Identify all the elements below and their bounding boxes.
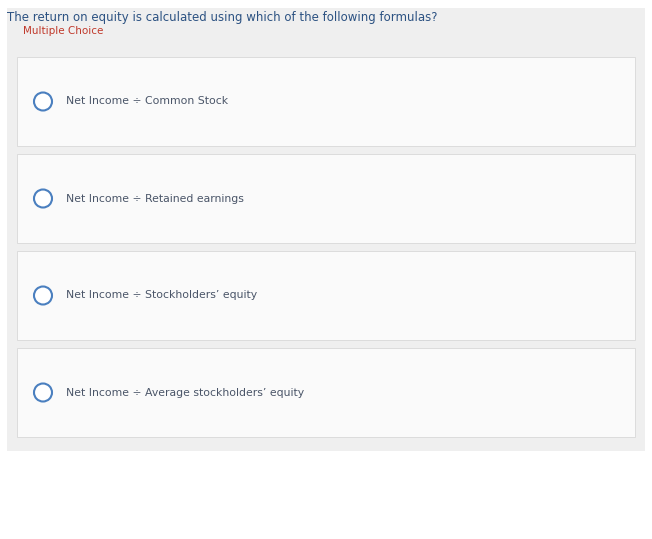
Circle shape: [34, 190, 52, 208]
FancyBboxPatch shape: [17, 251, 635, 340]
FancyBboxPatch shape: [17, 57, 635, 146]
FancyBboxPatch shape: [17, 348, 635, 437]
Circle shape: [34, 93, 52, 110]
Text: Net Income ÷ Common Stock: Net Income ÷ Common Stock: [66, 96, 228, 107]
Text: Net Income ÷ Average stockholders’ equity: Net Income ÷ Average stockholders’ equit…: [66, 388, 304, 397]
Text: The return on equity is calculated using which of the following formulas?: The return on equity is calculated using…: [7, 11, 437, 24]
FancyBboxPatch shape: [7, 8, 645, 451]
FancyBboxPatch shape: [17, 154, 635, 243]
Text: Multiple Choice: Multiple Choice: [23, 26, 104, 36]
Circle shape: [34, 384, 52, 402]
Text: Net Income ÷ Retained earnings: Net Income ÷ Retained earnings: [66, 194, 244, 204]
Text: Net Income ÷ Stockholders’ equity: Net Income ÷ Stockholders’ equity: [66, 291, 257, 301]
Circle shape: [34, 287, 52, 305]
